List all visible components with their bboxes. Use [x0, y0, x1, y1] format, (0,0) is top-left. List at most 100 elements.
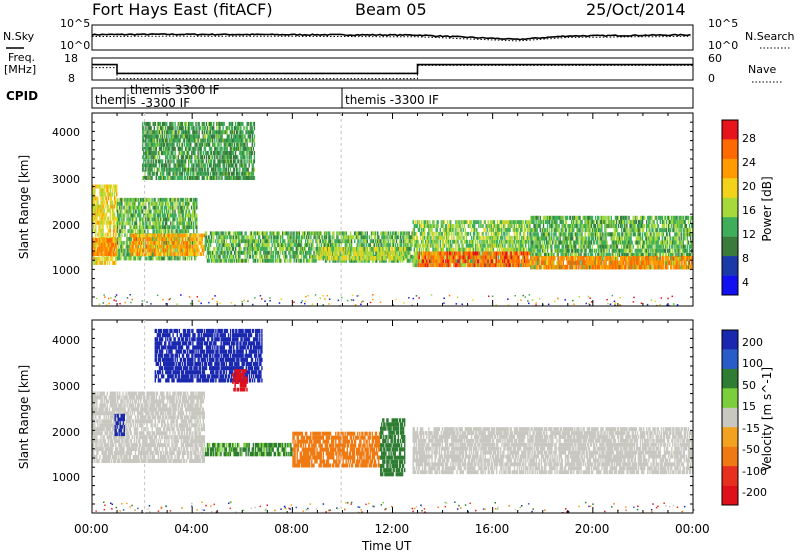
- power-cell: [153, 138, 155, 143]
- power-cell: [182, 201, 184, 206]
- power-cell: [204, 171, 207, 176]
- power-cell: [410, 247, 412, 251]
- power-cell: [218, 254, 220, 259]
- power-cell: [140, 252, 142, 256]
- power-cell: [253, 247, 256, 251]
- power-cell: [170, 167, 172, 172]
- power-cell: [156, 171, 159, 176]
- power-cell: [125, 252, 127, 257]
- power-cell: [183, 151, 186, 156]
- power-cell: [193, 201, 195, 206]
- power-cell: [236, 134, 238, 139]
- power-cell: [417, 228, 420, 232]
- power-cell: [194, 155, 196, 160]
- power-cell: [243, 159, 245, 164]
- power-cell: [253, 142, 256, 147]
- power-cell: [382, 254, 384, 259]
- power-cell: [178, 146, 180, 151]
- power-cell: [208, 138, 211, 143]
- power-cell: [180, 205, 182, 210]
- power-cell: [146, 121, 148, 126]
- power-cell: [209, 138, 212, 143]
- power-cell: [138, 256, 141, 261]
- power-cell: [113, 184, 116, 189]
- power-cell: [125, 244, 127, 249]
- power-cell: [188, 197, 191, 202]
- power-cell: [145, 197, 147, 202]
- power-cell: [152, 248, 154, 253]
- power-cell: [178, 171, 180, 176]
- power-cell: [342, 247, 344, 251]
- power-cell: [194, 256, 196, 261]
- power-cell: [148, 167, 150, 172]
- power-cell: [150, 130, 152, 135]
- power-cell: [180, 163, 183, 168]
- power-cell: [311, 254, 313, 259]
- power-cell: [288, 239, 290, 244]
- power-cell: [210, 155, 213, 160]
- power-cell: [397, 235, 400, 240]
- power-cell: [128, 209, 130, 214]
- power-cell: [277, 235, 280, 240]
- power-cell: [112, 208, 115, 213]
- power-cell: [115, 232, 117, 237]
- power-cell: [170, 155, 172, 160]
- power-cell: [179, 217, 181, 222]
- power-cell: [151, 217, 153, 222]
- power-cell: [169, 171, 171, 176]
- power-cell: [129, 229, 131, 234]
- power-cell: [152, 233, 154, 238]
- power-cell: [212, 134, 214, 139]
- power-cell: [244, 258, 246, 263]
- power-cell: [174, 217, 176, 222]
- power-cell: [113, 224, 116, 229]
- power-cell: [383, 243, 385, 247]
- power-cell: [214, 247, 216, 251]
- power-cell: [293, 250, 295, 255]
- power-cell: [188, 244, 191, 249]
- power-cell: [186, 201, 189, 206]
- power-cell: [431, 228, 433, 232]
- power-cell: [103, 192, 105, 197]
- power-cell: [163, 121, 165, 126]
- power-cell: [202, 175, 204, 180]
- power-cell: [232, 159, 235, 164]
- power-cell: [151, 248, 153, 253]
- power-cell: [195, 175, 197, 180]
- power-cell: [213, 121, 215, 126]
- power-cell: [474, 235, 476, 240]
- power-cell: [382, 247, 384, 251]
- power-cell: [107, 256, 110, 261]
- power-cell: [364, 258, 366, 263]
- power-cell: [376, 256, 379, 261]
- power-cell: [182, 237, 185, 241]
- power-cell: [217, 121, 219, 126]
- power-cell: [173, 237, 175, 241]
- power-cell: [143, 213, 145, 218]
- power-cell: [109, 204, 112, 209]
- power-cell: [413, 239, 415, 244]
- power-cell: [155, 171, 157, 176]
- power-cell: [144, 175, 146, 180]
- power-cell: [453, 228, 455, 232]
- power-cell: [193, 237, 195, 241]
- power-cell: [245, 146, 247, 151]
- power-cell: [363, 235, 365, 240]
- power-cell: [192, 217, 194, 222]
- power-cell: [328, 247, 331, 252]
- power-cell: [343, 251, 345, 256]
- power-cell: [221, 121, 223, 126]
- power-cell: [189, 155, 191, 160]
- power-cell: [404, 247, 406, 252]
- power-cell: [152, 217, 154, 222]
- power-cell: [232, 247, 235, 251]
- power-cell: [170, 252, 172, 256]
- power-cell: [391, 247, 393, 252]
- power-cell: [485, 231, 487, 236]
- power-cell: [363, 251, 365, 256]
- power-cell: [195, 241, 197, 245]
- power-cell: [406, 235, 408, 240]
- power-cell: [112, 216, 115, 221]
- power-cell: [342, 258, 344, 263]
- power-cell: [163, 138, 165, 143]
